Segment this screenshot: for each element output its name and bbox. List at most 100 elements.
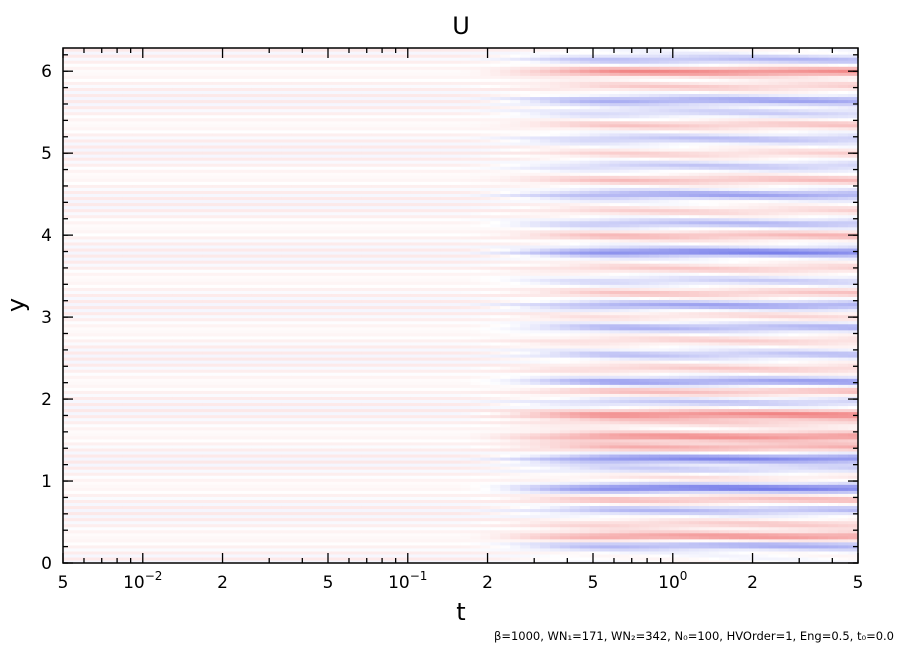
heatmap-cell <box>82 208 94 213</box>
heatmap-cell <box>102 275 114 279</box>
heatmap-cell <box>162 211 173 216</box>
heatmap-cell <box>122 523 134 528</box>
heatmap-cell <box>152 435 163 440</box>
heatmap-cell <box>72 190 84 195</box>
heatmap-cell <box>182 378 193 382</box>
heatmap-cell <box>212 123 223 128</box>
heatmap-cell <box>82 559 94 563</box>
heatmap-cell <box>182 426 193 431</box>
heatmap-cell <box>212 84 223 88</box>
heatmap-cell <box>132 205 144 210</box>
heatmap-cell <box>152 57 163 61</box>
heatmap-cell <box>63 190 74 195</box>
heatmap-cell <box>72 157 84 161</box>
heatmap-cell <box>112 135 124 140</box>
heatmap-cell <box>192 399 203 404</box>
heatmap-cell <box>122 429 134 434</box>
heatmap-cell <box>222 529 233 534</box>
heatmap-cell <box>132 232 144 237</box>
heatmap-cell <box>162 381 173 385</box>
heatmap-cell <box>202 184 213 188</box>
heatmap-cell <box>132 323 144 328</box>
heatmap-cell <box>142 475 154 479</box>
heatmap-cell <box>182 532 193 537</box>
heatmap-cell <box>162 447 173 452</box>
heatmap-cell <box>142 172 154 176</box>
heatmap-cell <box>72 308 84 313</box>
heatmap-cell <box>142 57 154 61</box>
heatmap-cell <box>212 426 223 431</box>
heatmap-cell <box>152 405 163 410</box>
heatmap-cell <box>132 290 144 294</box>
heatmap-cell <box>142 326 154 331</box>
heatmap-cell <box>72 202 84 207</box>
heatmap-cell <box>162 272 173 276</box>
heatmap-cell <box>72 375 84 379</box>
heatmap-cell <box>112 117 124 122</box>
heatmap-cell <box>222 190 233 195</box>
heatmap-cell <box>122 208 134 213</box>
heatmap-cell <box>182 444 193 449</box>
heatmap-cell <box>82 544 94 549</box>
heatmap-cell <box>212 66 223 70</box>
heatmap-cell <box>72 272 84 276</box>
heatmap-cell <box>82 375 94 379</box>
heatmap-cell <box>92 72 104 76</box>
heatmap-cell <box>63 244 74 249</box>
heatmap-cell <box>102 338 114 343</box>
heatmap-cell <box>192 320 203 325</box>
heatmap-cell <box>192 423 203 428</box>
heatmap-cell <box>192 257 203 261</box>
heatmap-cell <box>122 287 134 291</box>
heatmap-cell <box>72 508 84 513</box>
heatmap-cell <box>152 420 163 425</box>
heatmap-cell <box>202 117 213 122</box>
heatmap-cell <box>202 284 213 288</box>
heatmap-cell <box>102 111 114 116</box>
heatmap-cell <box>63 326 74 331</box>
heatmap-cell <box>202 481 213 485</box>
heatmap-cell <box>222 390 233 394</box>
heatmap-cell <box>63 529 74 534</box>
heatmap-cell <box>142 135 154 140</box>
heatmap-cell <box>222 456 233 461</box>
heatmap-cell <box>102 517 114 522</box>
heatmap-cell <box>142 360 154 364</box>
heatmap-cell <box>72 269 84 273</box>
heatmap-cell <box>142 408 154 413</box>
heatmap-cell <box>202 384 213 388</box>
heatmap-cell <box>142 496 154 500</box>
heatmap-cell <box>82 369 94 373</box>
heatmap-cell <box>152 75 163 79</box>
heatmap-cell <box>72 120 84 125</box>
heatmap-cell <box>202 299 213 304</box>
heatmap-cell <box>122 284 134 288</box>
heatmap-cell <box>202 435 213 440</box>
heatmap-cell <box>72 247 84 252</box>
heatmap-cell <box>152 175 163 179</box>
heatmap-cell <box>212 378 223 382</box>
heatmap-cell <box>192 347 203 352</box>
heatmap-cell <box>212 375 223 379</box>
heatmap-cell <box>132 366 144 370</box>
heatmap-cell <box>152 184 163 188</box>
heatmap-cell <box>63 235 74 240</box>
heatmap-cell <box>192 166 203 170</box>
heatmap-cell <box>172 232 183 237</box>
heatmap-cell <box>162 247 173 252</box>
heatmap-cell <box>142 338 154 343</box>
heatmap-cell <box>132 326 144 331</box>
heatmap-cell <box>63 556 74 561</box>
heatmap-cell <box>72 117 84 122</box>
heatmap-cell <box>122 257 134 261</box>
heatmap-cell <box>172 523 183 528</box>
heatmap-cell <box>122 444 134 449</box>
heatmap-cell <box>142 511 154 516</box>
heatmap-cell <box>92 208 104 213</box>
heatmap-cell <box>72 135 84 140</box>
heatmap-cell <box>92 387 104 391</box>
heatmap-cell <box>82 296 94 301</box>
heatmap-cell <box>152 96 163 101</box>
heatmap-cell <box>202 541 213 546</box>
heatmap-cell <box>162 363 173 367</box>
